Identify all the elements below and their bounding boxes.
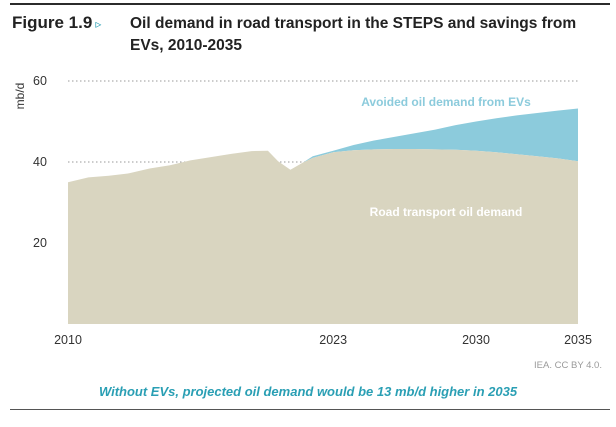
figure-number: Figure 1.9 xyxy=(12,13,93,32)
area-avoided-oil-demand xyxy=(302,108,578,163)
series-label-road-transport: Road transport oil demand xyxy=(370,205,523,219)
figure-arrow-icon: ▹ xyxy=(95,17,102,31)
y-tick-60: 60 xyxy=(33,74,47,88)
x-tick-2023: 2023 xyxy=(319,333,347,347)
series-label-avoided: Avoided oil demand from EVs xyxy=(361,95,531,109)
x-tick-2030: 2030 xyxy=(462,333,490,347)
y-tick-20: 20 xyxy=(33,236,47,250)
y-tick-40: 40 xyxy=(33,155,47,169)
chart-title: Oil demand in road transport in the STEP… xyxy=(130,15,577,54)
chart: 20 40 60 2010 2023 2030 2035 mb/d Avoided oil… xyxy=(13,74,592,347)
caption: Without EVs, projected oil demand would … xyxy=(98,384,518,399)
x-tick-2035: 2035 xyxy=(564,333,592,347)
top-rule xyxy=(10,3,610,5)
areas xyxy=(68,108,578,324)
bottom-rule xyxy=(10,409,610,410)
source-note: IEA. CC BY 4.0. xyxy=(534,360,602,371)
area-road-transport-oil-demand xyxy=(68,149,578,324)
y-axis-label: mb/d xyxy=(13,83,27,110)
figure-label: Figure 1.9 ▹ xyxy=(12,13,101,33)
x-tick-2010: 2010 xyxy=(54,333,82,347)
x-ticks: 2010 2023 2030 2035 xyxy=(54,333,592,347)
y-ticks: 20 40 60 xyxy=(33,74,47,250)
